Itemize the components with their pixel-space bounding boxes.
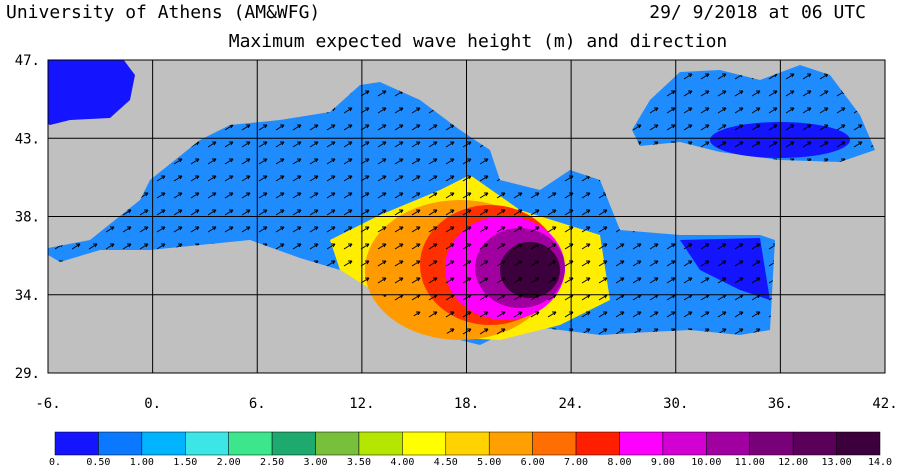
colorbar-label: 12.00 xyxy=(778,457,808,467)
colorbar-label: 5.00 xyxy=(477,457,501,467)
atlantic xyxy=(48,60,135,125)
colorbar-label: 3.50 xyxy=(347,457,371,467)
axes: -6. 0. 6. 12. 18. 24. 30. 36. 42. 47. 43. 38. 34. 29. xyxy=(15,53,898,412)
colorbar-label: 6.00 xyxy=(521,457,545,467)
colorbar-box xyxy=(836,431,881,456)
colorbar-label: 0. xyxy=(49,457,61,467)
colorbar-label: 11.00 xyxy=(735,457,765,467)
colorbar-box xyxy=(706,431,750,456)
colorbar-box xyxy=(445,431,490,456)
y-tick-label: 43. xyxy=(15,131,40,147)
y-tick-label: 29. xyxy=(15,366,40,382)
colorbar-box xyxy=(315,431,360,456)
colorbar-box xyxy=(662,431,707,456)
arrow-field xyxy=(48,65,875,345)
colorbar-label: 4.50 xyxy=(434,457,458,467)
colorbar-label: 14.0 xyxy=(868,457,892,467)
x-tick-label: 0. xyxy=(144,396,161,412)
x-tick-label: 42. xyxy=(872,396,897,412)
x-tick-label: 6. xyxy=(249,396,266,412)
colorbar-box xyxy=(749,431,794,456)
colorbar-label: 4.00 xyxy=(390,457,414,467)
colorbar-box xyxy=(98,431,143,456)
colorbar: 0. 0.50 1.00 1.50 2.00 2.50 3.00 3.50 4.00 4.50 5.… xyxy=(49,431,892,468)
x-tick-label: 30. xyxy=(663,396,688,412)
y-tick-label: 34. xyxy=(15,288,40,304)
map xyxy=(48,60,885,373)
chart-title: Maximum expected wave height (m) and dir… xyxy=(229,31,728,52)
colorbar-box xyxy=(271,431,316,456)
colorbar-label: 7.00 xyxy=(564,457,588,467)
valid-time: 29/ 9/2018 at 06 UTC xyxy=(649,2,866,23)
y-tick-label: 47. xyxy=(15,53,40,69)
colorbar-box xyxy=(488,431,533,456)
x-tick-label: 18. xyxy=(454,396,479,412)
colorbar-label: 13.00 xyxy=(822,457,852,467)
x-tick-label: 24. xyxy=(558,396,583,412)
colorbar-box xyxy=(532,431,577,456)
colorbar-box xyxy=(185,431,229,456)
x-tick-label: 12. xyxy=(349,396,374,412)
colorbar-box xyxy=(619,431,664,456)
colorbar-label: 3.00 xyxy=(303,457,327,467)
colorbar-box xyxy=(358,431,403,456)
colorbar-box xyxy=(792,431,837,456)
colorbar-box xyxy=(54,431,99,456)
x-tick-label: 36. xyxy=(768,396,793,412)
colorbar-label: 9.00 xyxy=(651,457,675,467)
colorbar-label: 2.00 xyxy=(217,457,241,467)
colorbar-box xyxy=(575,431,620,456)
colorbar-label: 1.50 xyxy=(173,457,197,467)
source: University of Athens (AM&WFG) xyxy=(6,2,320,23)
map-frame xyxy=(47,59,886,374)
x-tick-label: -6. xyxy=(35,396,60,412)
colorbar-label: 8.00 xyxy=(607,457,631,467)
colorbar-box xyxy=(228,431,273,456)
colorbar-label: 0.50 xyxy=(86,457,110,467)
colorbar-label: 10.00 xyxy=(691,457,721,467)
colorbar-box xyxy=(402,431,447,456)
colorbar-label: 2.50 xyxy=(260,457,284,467)
colorbar-label: 1.00 xyxy=(130,457,154,467)
y-tick-label: 38. xyxy=(15,210,40,226)
colorbar-box xyxy=(141,431,186,456)
